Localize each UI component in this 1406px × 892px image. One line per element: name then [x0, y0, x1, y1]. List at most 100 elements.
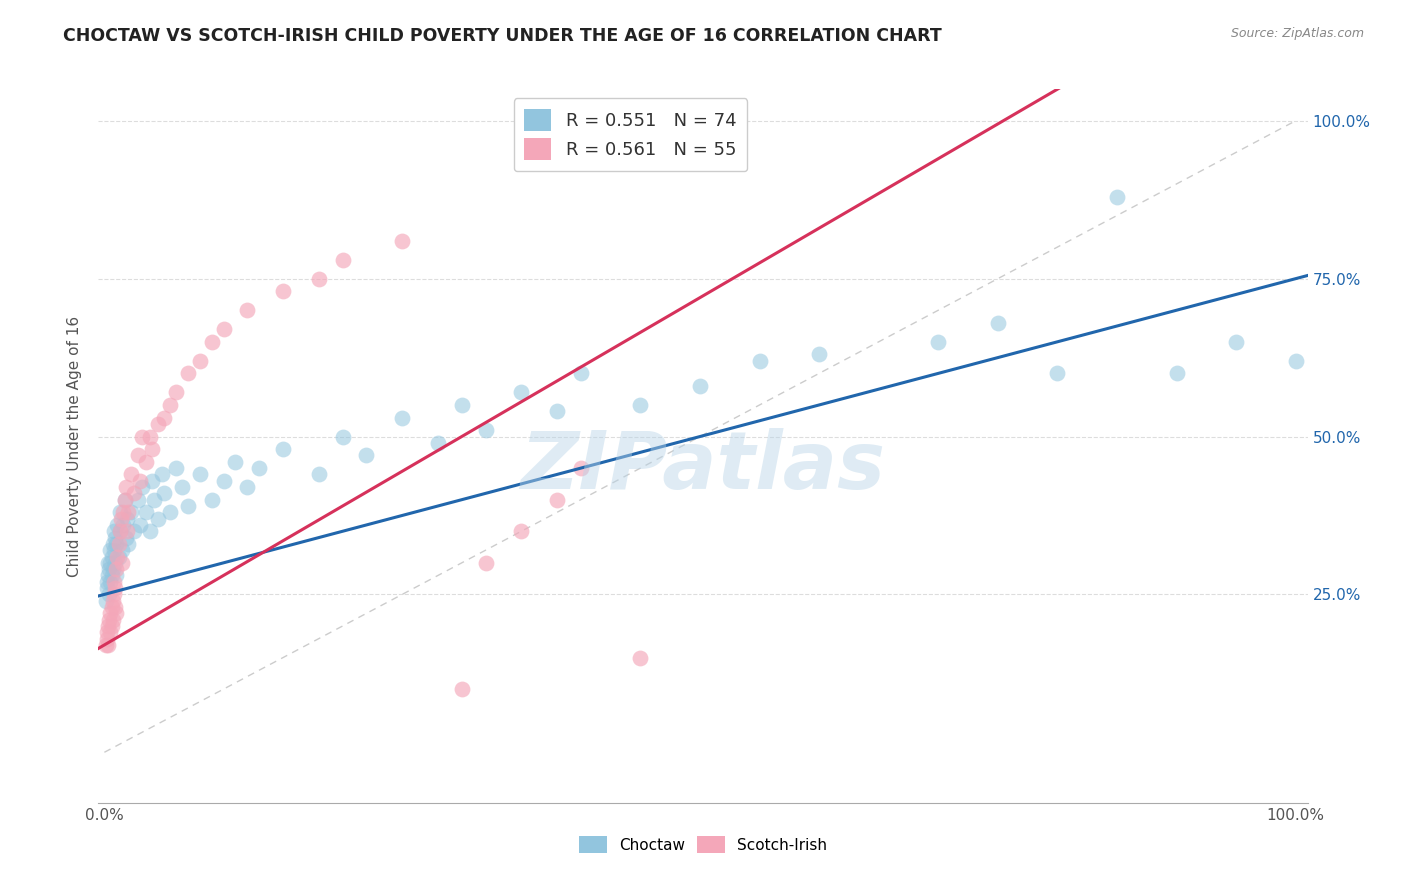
Point: [135, 455, 157, 469]
Point: [114, 492, 136, 507]
Point: [108, 505, 131, 519]
Point: [108, 524, 131, 539]
Point: [101, 537, 124, 551]
Point: [129, 474, 152, 488]
Point: [114, 492, 136, 507]
Point: [630, 398, 652, 412]
Point: [146, 511, 169, 525]
Point: [101, 593, 124, 607]
Point: [117, 505, 139, 519]
Point: [212, 474, 235, 488]
Point: [103, 587, 125, 601]
Point: [115, 524, 138, 539]
Point: [94, 638, 117, 652]
Point: [450, 398, 472, 412]
Point: [200, 492, 222, 507]
Point: [356, 449, 378, 463]
Point: [236, 303, 259, 318]
Point: [630, 650, 652, 665]
Text: ZIPatlas: ZIPatlas: [520, 428, 886, 507]
Point: [98, 543, 121, 558]
Point: [105, 562, 128, 576]
Point: [141, 442, 163, 457]
Point: [165, 461, 187, 475]
Point: [391, 234, 413, 248]
Point: [100, 619, 122, 633]
Point: [188, 353, 211, 368]
Point: [1105, 189, 1128, 203]
Point: [569, 461, 592, 475]
Point: [98, 562, 121, 576]
Point: [131, 480, 153, 494]
Point: [98, 556, 121, 570]
Point: [120, 467, 142, 482]
Point: [1046, 367, 1069, 381]
Point: [146, 417, 169, 431]
Point: [165, 385, 187, 400]
Point: [188, 467, 211, 482]
Point: [271, 442, 294, 457]
Point: [332, 429, 354, 443]
Point: [689, 379, 711, 393]
Point: [105, 537, 128, 551]
Point: [391, 410, 413, 425]
Point: [308, 467, 330, 482]
Point: [546, 404, 568, 418]
Point: [212, 322, 235, 336]
Point: [107, 517, 129, 532]
Point: [103, 543, 125, 558]
Point: [569, 367, 592, 381]
Point: [98, 613, 121, 627]
Point: [332, 252, 354, 267]
Point: [97, 619, 120, 633]
Point: [114, 531, 136, 545]
Point: [97, 638, 120, 652]
Point: [117, 537, 139, 551]
Point: [150, 467, 173, 482]
Point: [236, 480, 259, 494]
Point: [103, 524, 125, 539]
Point: [97, 568, 120, 582]
Point: [170, 480, 193, 494]
Point: [1285, 353, 1308, 368]
Point: [122, 524, 145, 539]
Point: [474, 556, 496, 570]
Point: [111, 543, 134, 558]
Point: [112, 505, 135, 519]
Point: [143, 492, 166, 507]
Point: [510, 524, 533, 539]
Point: [122, 486, 145, 500]
Point: [141, 474, 163, 488]
Point: [101, 613, 124, 627]
Y-axis label: Child Poverty Under the Age of 16: Child Poverty Under the Age of 16: [67, 316, 83, 576]
Point: [927, 334, 949, 349]
Point: [748, 353, 770, 368]
Point: [104, 581, 127, 595]
Point: [159, 505, 181, 519]
Point: [107, 549, 129, 564]
Point: [135, 505, 157, 519]
Point: [808, 347, 831, 361]
Point: [98, 625, 121, 640]
Point: [129, 517, 152, 532]
Point: [271, 285, 294, 299]
Point: [474, 423, 496, 437]
Point: [115, 511, 138, 525]
Point: [426, 435, 449, 450]
Point: [94, 593, 117, 607]
Point: [247, 461, 270, 475]
Point: [105, 568, 128, 582]
Text: Source: ZipAtlas.com: Source: ZipAtlas.com: [1230, 27, 1364, 40]
Point: [112, 517, 135, 532]
Point: [96, 581, 118, 595]
Point: [177, 499, 200, 513]
Point: [131, 429, 153, 443]
Point: [105, 607, 128, 621]
Point: [107, 537, 129, 551]
Point: [97, 556, 120, 570]
Point: [96, 574, 118, 589]
Point: [987, 316, 1010, 330]
Point: [1166, 367, 1188, 381]
Point: [98, 587, 121, 601]
Point: [110, 511, 132, 525]
